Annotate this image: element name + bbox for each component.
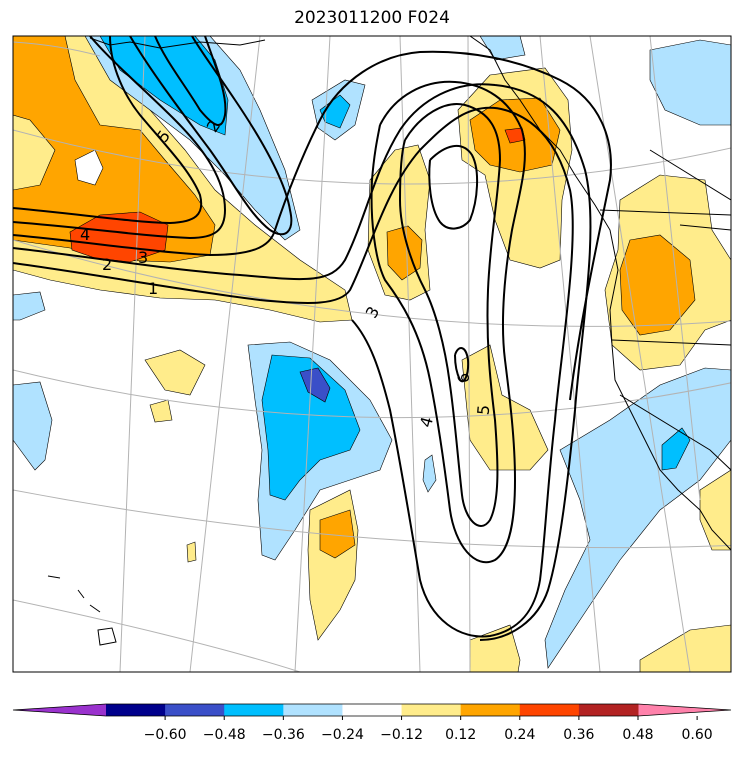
colorbar-segment (283, 704, 343, 716)
colorbar-ticks: −0.60 −0.48 −0.36 −0.24 −0.12 0.12 0.24 0.36 0.4… (144, 716, 713, 743)
shade-yellow-small1 (144, 349, 206, 396)
shade-east-orange (619, 234, 696, 336)
shade-south2-orange (319, 509, 356, 559)
contour-6 (129, 36, 293, 236)
shade-se-yellow (639, 624, 731, 672)
colorbar-tick-label: 0.36 (563, 727, 594, 743)
colorbar-tick-label: −0.24 (321, 727, 364, 743)
map-frame (12, 35, 732, 673)
shade-central-orange (386, 225, 423, 281)
contour-2 (13, 83, 592, 641)
shade-west-blue (261, 354, 361, 501)
shade-south-yellow (461, 344, 549, 471)
colorbar-body (12, 703, 732, 717)
colorbar-tick-label: −0.60 (144, 727, 187, 743)
coastline-hawaii (47, 575, 117, 646)
contour-11 (454, 347, 470, 383)
colorbar-tick-label: 0.60 (682, 727, 713, 743)
shade-ne-lightblue (649, 39, 731, 126)
shade-west-darkblue (299, 367, 331, 403)
map-title: 2023011200 F024 (294, 8, 450, 28)
colorbar-segment (224, 704, 284, 716)
shade-ne-topblue (479, 36, 526, 61)
shade-sm-blue (422, 454, 437, 493)
contour-label: 6 (454, 373, 473, 383)
contour-label: 5 (474, 404, 494, 416)
contour-label: 2 (102, 255, 112, 274)
contour-3 (13, 50, 612, 401)
shade-nw-orange (13, 36, 216, 263)
colorbar-segment (342, 704, 403, 716)
coastline-na (469, 36, 731, 551)
contour-8 (370, 80, 526, 563)
shade-w-lightblue (13, 291, 46, 321)
contour-10 (428, 145, 479, 230)
contour-label: 3 (138, 248, 148, 267)
shade-nw-hole (74, 149, 104, 186)
colorbar-segment (401, 704, 462, 716)
height-contours (13, 36, 612, 641)
shade-small-blue (319, 94, 351, 129)
colorbar-extend-high (638, 704, 731, 716)
contour-label: 1 (148, 279, 158, 298)
contour-9 (398, 103, 502, 527)
graticule (13, 36, 731, 672)
contour-label: 4 (416, 415, 437, 430)
colorbar-tick-label: 0.24 (504, 727, 535, 743)
shade-se2-yellow (699, 469, 731, 551)
contour-1 (13, 106, 574, 638)
colorbar-tick-label: −0.12 (380, 727, 423, 743)
colorbar-tick-label: −0.48 (203, 727, 246, 743)
map-panel: 5 2 4 3 2 1 3 4 5 6 (12, 35, 732, 673)
shade-yellow-186 (186, 541, 197, 563)
anomaly-shading (13, 36, 731, 672)
contour-4 (13, 36, 227, 240)
colorbar-outline (12, 703, 732, 717)
shade-yellow-small2 (149, 399, 173, 423)
colorbar-segment (460, 704, 521, 716)
contour-7 (154, 36, 227, 126)
contour-label: 4 (80, 225, 90, 244)
shade-sw-lightblue (13, 381, 53, 471)
colorbar-tick-label: 0.48 (622, 727, 653, 743)
colorbar-segment (165, 704, 225, 716)
colorbar-segment (578, 704, 639, 716)
colorbar-extend-low (13, 704, 106, 716)
colorbar-segment (519, 704, 580, 716)
colorbar-tick-label: 0.12 (445, 727, 476, 743)
colorbar-tick-label: −0.36 (262, 727, 305, 743)
coastline-interior (599, 149, 731, 471)
colorbar-segment (106, 704, 166, 716)
contour-5 (13, 36, 203, 225)
